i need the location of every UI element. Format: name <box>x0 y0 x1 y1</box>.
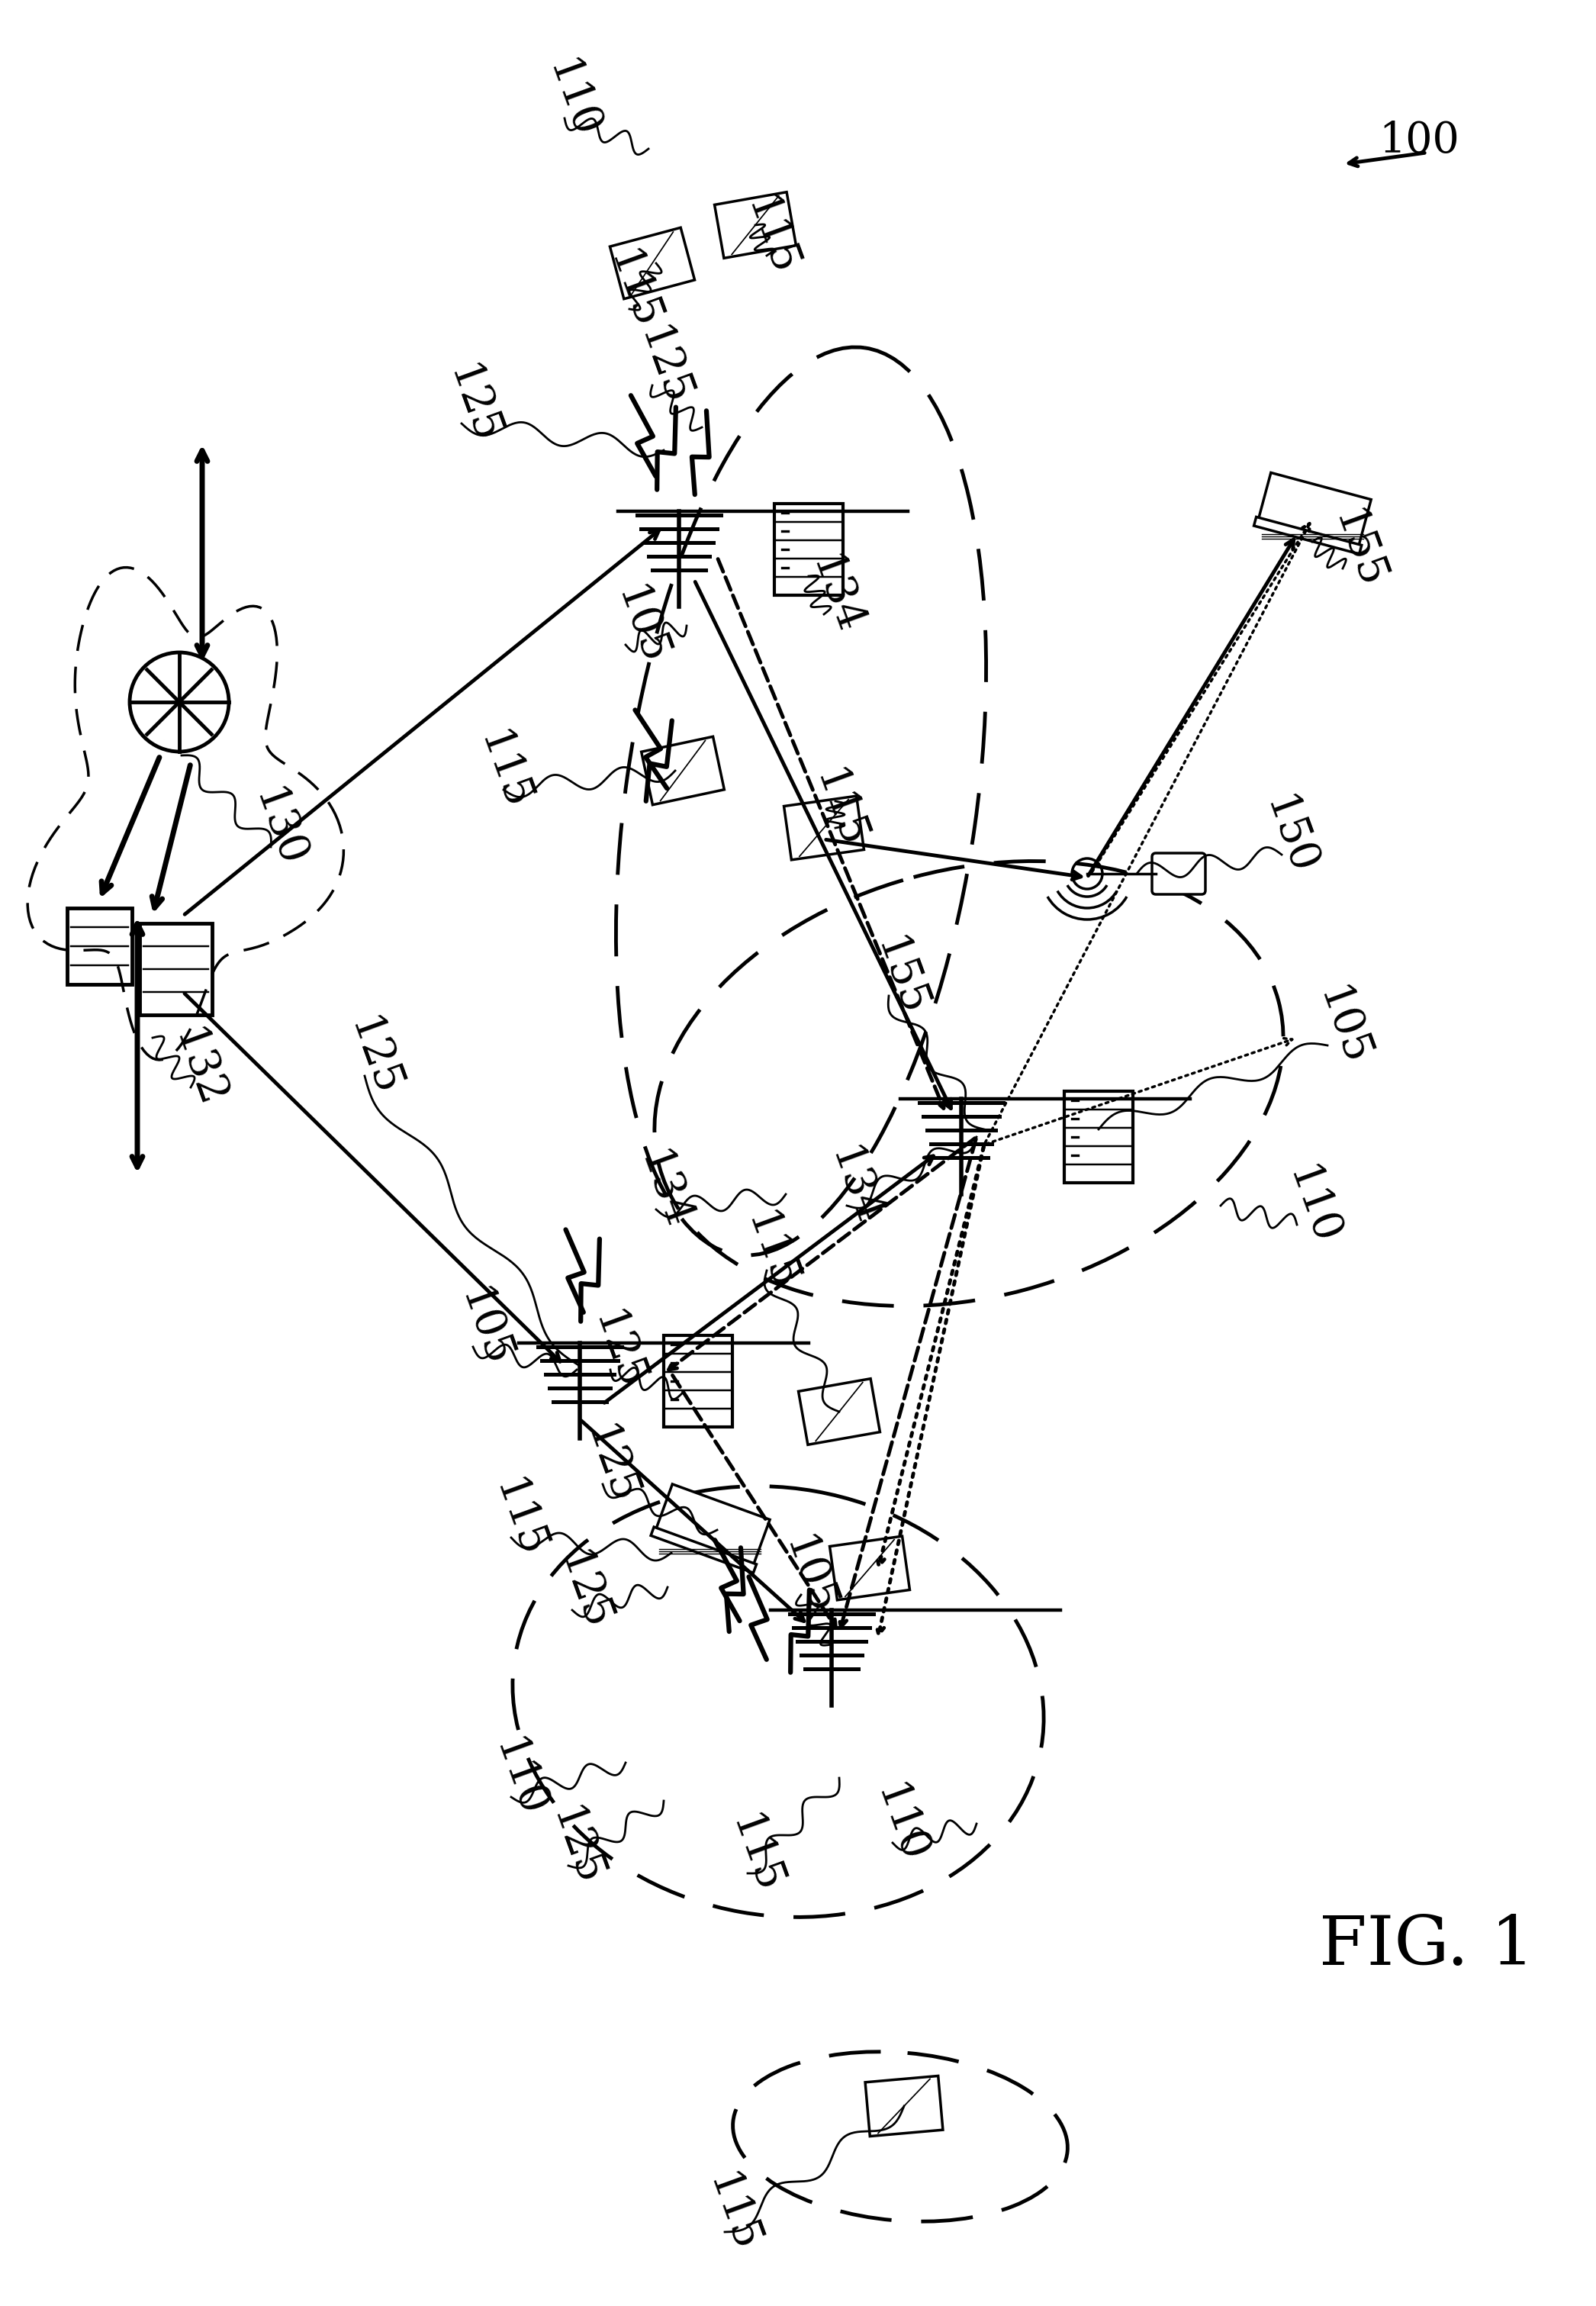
FancyBboxPatch shape <box>642 736 725 805</box>
Bar <box>1065 1091 1133 1183</box>
Text: 155: 155 <box>1325 505 1392 595</box>
Text: 134: 134 <box>630 1146 697 1236</box>
Text: 115: 115 <box>737 191 804 281</box>
Text: 125: 125 <box>630 321 697 410</box>
Text: 110: 110 <box>867 1778 934 1868</box>
Text: 125: 125 <box>576 1420 643 1510</box>
Text: 150: 150 <box>1256 791 1323 881</box>
Text: 132: 132 <box>164 1024 231 1114</box>
Text: 134: 134 <box>820 1141 887 1231</box>
Text: 115: 115 <box>721 1810 788 1900</box>
Text: FIG. 1: FIG. 1 <box>1318 1912 1534 1979</box>
Text: 115: 115 <box>737 1206 804 1296</box>
Text: 105: 105 <box>608 581 674 671</box>
Text: 115: 115 <box>471 726 536 816</box>
FancyBboxPatch shape <box>1152 853 1205 895</box>
Text: 100: 100 <box>1379 120 1459 161</box>
Bar <box>664 1335 733 1427</box>
FancyBboxPatch shape <box>865 2075 943 2135</box>
Text: 105: 105 <box>776 1531 843 1621</box>
Text: 155: 155 <box>867 932 934 1022</box>
Bar <box>774 503 843 595</box>
Text: 110: 110 <box>539 53 605 145</box>
Text: 125: 125 <box>551 1545 618 1637</box>
Text: 125: 125 <box>340 1012 407 1102</box>
FancyBboxPatch shape <box>610 228 694 300</box>
Text: 110: 110 <box>1278 1160 1345 1250</box>
Text: 105: 105 <box>1309 982 1376 1072</box>
FancyBboxPatch shape <box>830 1536 910 1600</box>
Bar <box>1254 517 1361 553</box>
Text: 115: 115 <box>806 763 873 853</box>
Text: 130: 130 <box>246 782 311 874</box>
FancyBboxPatch shape <box>1258 473 1371 551</box>
Bar <box>67 909 131 985</box>
Text: 125: 125 <box>584 1305 651 1395</box>
FancyBboxPatch shape <box>798 1379 879 1446</box>
Text: 115: 115 <box>699 2168 766 2258</box>
FancyBboxPatch shape <box>715 191 796 258</box>
Text: 115: 115 <box>600 244 667 334</box>
Text: 125: 125 <box>439 360 506 450</box>
Text: 105: 105 <box>452 1282 517 1372</box>
Text: 134: 134 <box>801 551 868 641</box>
Bar <box>139 922 212 1015</box>
Text: 125: 125 <box>543 1801 610 1891</box>
Text: 115: 115 <box>485 1474 552 1563</box>
Bar <box>651 1527 757 1573</box>
Text: 110: 110 <box>485 1732 552 1824</box>
FancyBboxPatch shape <box>784 796 863 860</box>
FancyBboxPatch shape <box>654 1485 769 1568</box>
